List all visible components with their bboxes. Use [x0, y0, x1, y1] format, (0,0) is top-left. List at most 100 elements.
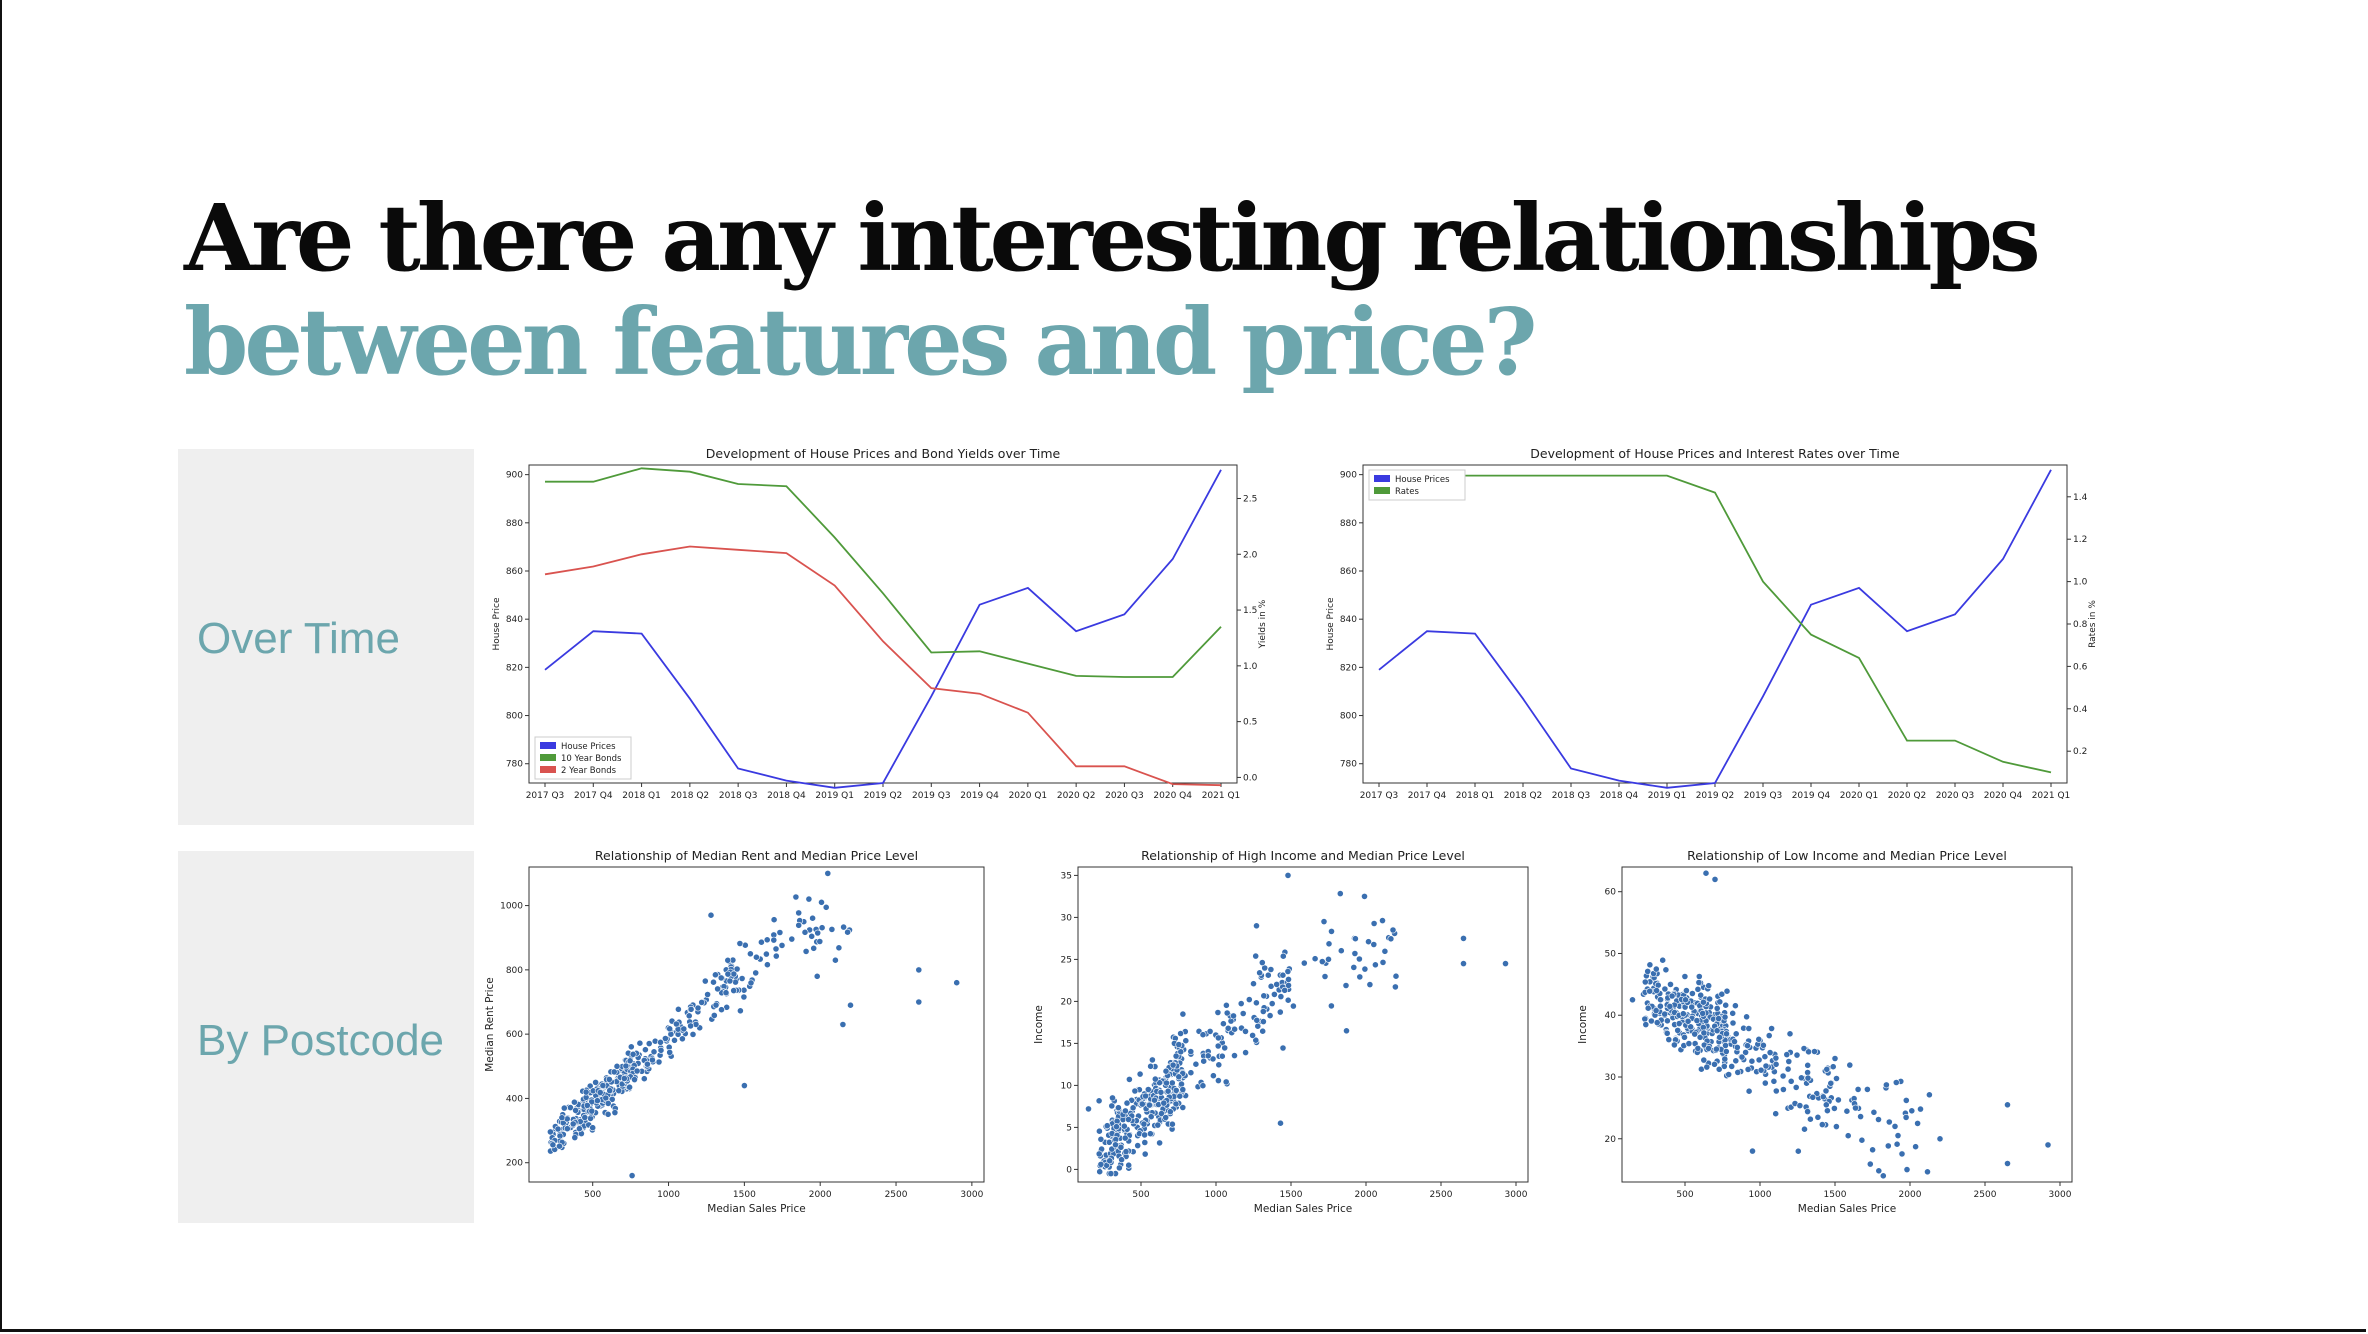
scatter-point — [701, 977, 709, 985]
scatter-point — [1914, 1119, 1921, 1127]
scatter-point — [1141, 1131, 1148, 1139]
scatter-point — [1733, 1043, 1741, 1051]
scatter-point — [1267, 966, 1275, 973]
scatter-point — [1279, 952, 1287, 960]
scatter-point — [628, 1172, 636, 1179]
scatter-point — [1258, 959, 1266, 966]
scatter-point — [1661, 1010, 1669, 1018]
y-tick-label: 780 — [506, 760, 523, 770]
scatter-point — [1239, 1010, 1247, 1017]
scatter-point — [1206, 1027, 1214, 1035]
scatter-point — [1762, 1062, 1770, 1070]
scatter-point — [1761, 1053, 1769, 1061]
scatter-point — [1214, 1009, 1222, 1016]
scatter-point — [1289, 1002, 1297, 1010]
scatter-point — [671, 1036, 678, 1044]
scatter-point — [1169, 1061, 1177, 1069]
y-tick-label: 400 — [506, 1094, 523, 1104]
scatter-point — [1748, 1057, 1756, 1065]
scatter-point — [1115, 1104, 1122, 1112]
scatter-point — [641, 1046, 649, 1054]
y-tick-label: 20 — [1605, 1135, 1617, 1145]
scatter-point — [757, 938, 765, 946]
x-tick-label: 1500 — [733, 1190, 756, 1200]
scatter-point — [1902, 1113, 1910, 1121]
scatter-point — [704, 991, 711, 998]
scatter-point — [698, 998, 706, 1006]
scatter-point — [1327, 1002, 1335, 1010]
scatter-point — [1797, 1074, 1805, 1082]
scatter-point — [915, 966, 923, 974]
scatter-point — [1688, 1003, 1696, 1011]
scatter-point — [1770, 1077, 1778, 1085]
scatter-point — [1284, 996, 1292, 1004]
scatter-point — [724, 956, 732, 964]
scatter-point — [1284, 968, 1292, 975]
scatter-point — [620, 1075, 628, 1082]
scatter-point — [1356, 973, 1364, 981]
scatter-point — [1738, 1053, 1746, 1061]
scatter-point — [1273, 980, 1281, 988]
scatter-point — [1664, 1017, 1671, 1025]
scatter-point — [772, 945, 780, 953]
scatter-point — [1642, 1021, 1650, 1028]
scatter-point — [554, 1125, 562, 1133]
rent-scatter-chart: Relationship of Median Rent and Median P… — [484, 851, 985, 1215]
scatter-point — [1646, 987, 1654, 995]
scatter-point — [718, 1006, 725, 1014]
scatter-point — [1108, 1145, 1116, 1153]
scatter-point — [1819, 1093, 1827, 1101]
scatter-point — [674, 1005, 682, 1013]
scatter-point — [1814, 1113, 1822, 1121]
scatter-point — [1168, 1120, 1176, 1128]
scatter-point — [1200, 1057, 1208, 1065]
scatter-point — [1112, 1141, 1119, 1149]
scatter-point — [1722, 1001, 1730, 1009]
x-tick-label: 2019 Q2 — [1696, 791, 1735, 801]
scatter-point — [1134, 1142, 1142, 1149]
scatter-point — [1351, 935, 1359, 943]
low-income-scatter-panel: Relationship of Low Income and Median Pr… — [1570, 851, 2082, 1223]
y2-tick-label: 2.5 — [1243, 494, 1257, 504]
scatter-point — [1140, 1120, 1148, 1128]
scatter-point — [1731, 1038, 1738, 1045]
scatter-point — [1894, 1132, 1902, 1139]
scatter-point — [1097, 1135, 1105, 1143]
scatter-point — [1268, 1000, 1276, 1007]
scatter-point — [1731, 1002, 1739, 1010]
y2-axis-label: Rates in % — [2088, 600, 2098, 648]
scatter-point — [1734, 1068, 1742, 1076]
scatter-point — [1370, 920, 1378, 927]
x-tick-label: 1000 — [657, 1190, 680, 1200]
scatter-point — [1175, 1073, 1183, 1081]
scatter-point — [605, 1075, 613, 1083]
scatter-point — [1355, 955, 1363, 963]
scatter-point — [1219, 1020, 1227, 1028]
scatter-point — [1122, 1148, 1130, 1155]
y-tick-label: 5 — [1066, 1123, 1072, 1133]
y2-tick-label: 1.0 — [2073, 578, 2088, 588]
scatter-point — [1109, 1094, 1116, 1102]
scatter-point — [818, 924, 826, 932]
y2-tick-label: 1.2 — [2073, 535, 2087, 545]
scatter-point — [1113, 1123, 1120, 1131]
scatter-point — [678, 1035, 686, 1043]
y-tick-label: 1000 — [500, 902, 523, 912]
scatter-point — [1641, 978, 1649, 986]
scatter-point — [606, 1087, 614, 1094]
scatter-point — [583, 1101, 591, 1109]
scatter-point — [1822, 1101, 1830, 1109]
scatter-point — [1231, 1052, 1238, 1059]
y2-tick-label: 0.5 — [1243, 718, 1257, 728]
scatter-point — [1644, 968, 1652, 975]
scatter-point — [835, 944, 843, 952]
scatter-point — [1917, 1105, 1924, 1113]
x-tick-label: 2020 Q4 — [1984, 791, 2023, 801]
bond-yields-chart-panel: Development of House Prices and Bond Yie… — [474, 449, 1278, 825]
scatter-point — [1700, 1029, 1708, 1037]
y-tick-label: 35 — [1061, 871, 1072, 881]
scatter-point — [816, 938, 824, 945]
scatter-point — [1875, 1116, 1882, 1123]
x-tick-label: 2021 Q1 — [2032, 791, 2071, 801]
scatter-point — [1827, 1079, 1835, 1087]
